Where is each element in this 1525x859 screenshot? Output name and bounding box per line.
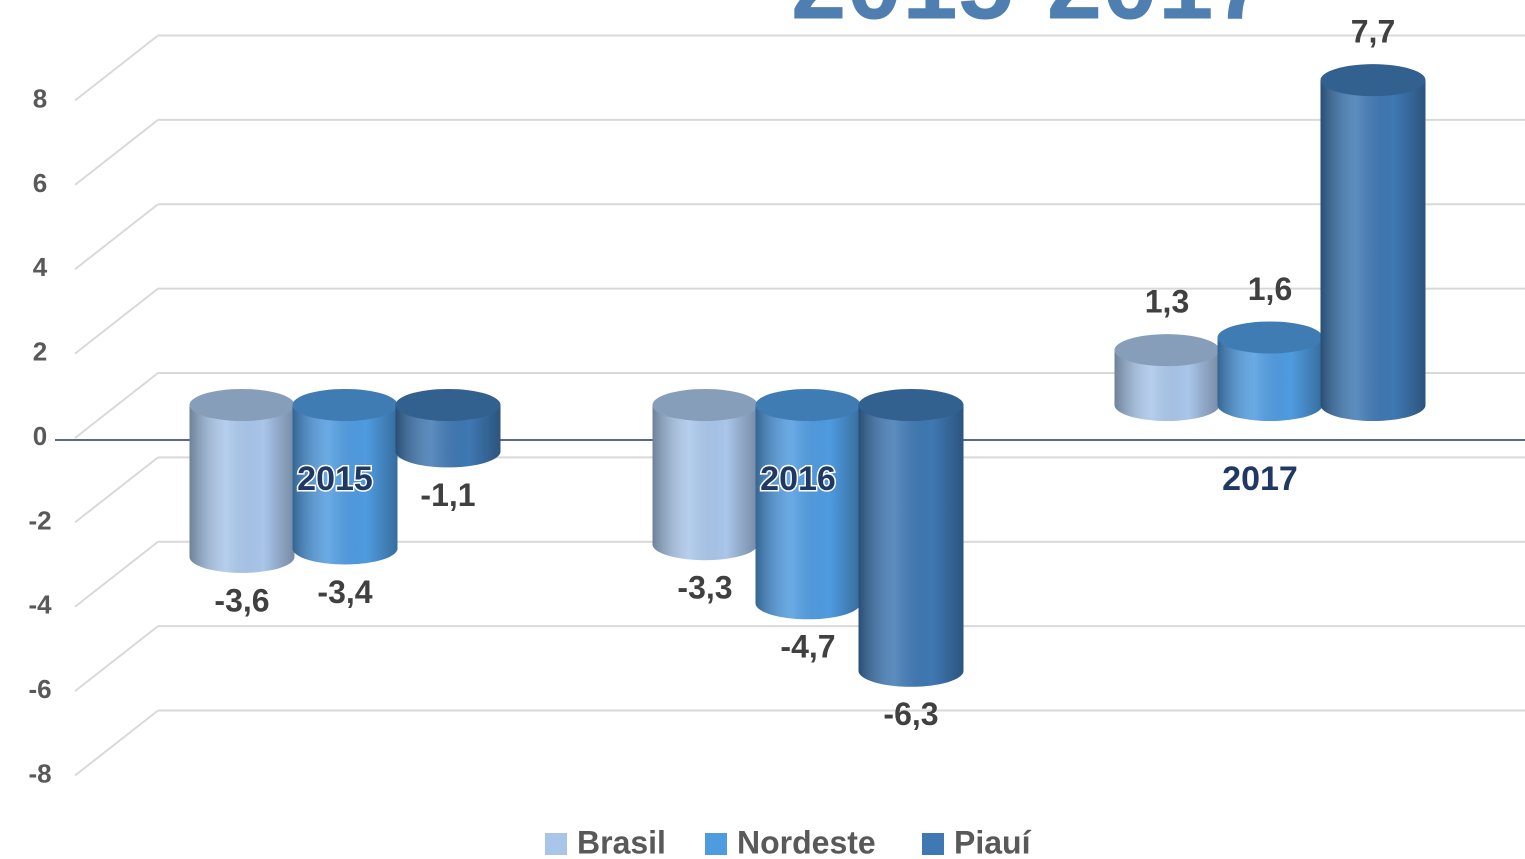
bar [1217, 321, 1323, 421]
y-tick-label: -8 [28, 758, 51, 788]
bar-body-shade [652, 405, 758, 545]
bar [1320, 64, 1426, 421]
x-tick-label: 2017 [1222, 460, 1298, 498]
value-label: -4,7 [780, 629, 835, 665]
legend-swatch [545, 833, 567, 855]
y-tick-label: 6 [33, 168, 47, 198]
bar-body-shade [755, 405, 861, 604]
bar-top-shade [292, 389, 398, 421]
bar [652, 389, 758, 561]
value-label: -3,6 [214, 582, 269, 618]
chart-title: 2015-2017 [791, 0, 1269, 40]
bar-top [1320, 64, 1426, 97]
grid-line [74, 456, 159, 524]
bar-top-shade [755, 389, 861, 421]
bar [1114, 334, 1220, 421]
bar-top [652, 389, 758, 421]
grid-line [74, 709, 159, 777]
bar-body-shade [858, 405, 964, 671]
bar-top [755, 389, 861, 421]
legend-label: Brasil [577, 824, 666, 859]
bar-body-shade [189, 405, 295, 557]
bar-top-shade [652, 389, 758, 421]
bar-top-shade [1217, 321, 1323, 354]
x-tick-label: 2015 [297, 460, 373, 498]
grid-line [74, 203, 159, 271]
value-label: -3,4 [317, 574, 372, 610]
grid-line [74, 540, 159, 608]
bar-top [858, 389, 964, 421]
y-tick-label: 0 [33, 421, 47, 451]
bar-body-shade [292, 405, 398, 549]
grid-line [74, 372, 159, 439]
value-label: -3,3 [677, 570, 732, 606]
bar [858, 389, 964, 687]
y-tick-label: 4 [33, 252, 48, 282]
legend-label: Nordeste [737, 824, 876, 859]
value-label: 1,3 [1145, 284, 1189, 320]
y-tick-label: -2 [28, 505, 51, 535]
legend-label: Piauí [954, 824, 1032, 859]
bar-top [395, 389, 501, 421]
bar-top [1217, 321, 1323, 354]
x-tick-label: 2016 [760, 460, 836, 498]
value-label: -6,3 [883, 696, 938, 732]
bar-top-shade [858, 389, 964, 421]
bar-top [1114, 334, 1220, 367]
bar [395, 389, 501, 468]
grid-line [74, 287, 159, 355]
grid-line [74, 625, 159, 692]
value-label: -1,1 [420, 477, 475, 513]
legend-swatch [705, 833, 727, 855]
bar-top-shade [395, 389, 501, 421]
bar-top [292, 389, 398, 421]
y-tick-label: 8 [33, 83, 47, 113]
bar [755, 389, 861, 620]
bar-top-shade [189, 389, 295, 421]
value-label: 7,7 [1351, 14, 1395, 50]
grid-line [74, 119, 159, 186]
grid-line [74, 34, 159, 102]
bar-top [189, 389, 295, 421]
bar [189, 389, 295, 573]
y-tick-label: -4 [28, 590, 52, 620]
bar-top-shade [1114, 334, 1220, 367]
y-tick-label: 2 [33, 337, 47, 367]
bar [292, 389, 398, 565]
value-label: 1,6 [1248, 271, 1292, 307]
legend-swatch [922, 833, 944, 855]
y-tick-label: -6 [28, 674, 51, 704]
bar-body-shade [1320, 80, 1426, 405]
bar-top-shade [1320, 64, 1426, 97]
